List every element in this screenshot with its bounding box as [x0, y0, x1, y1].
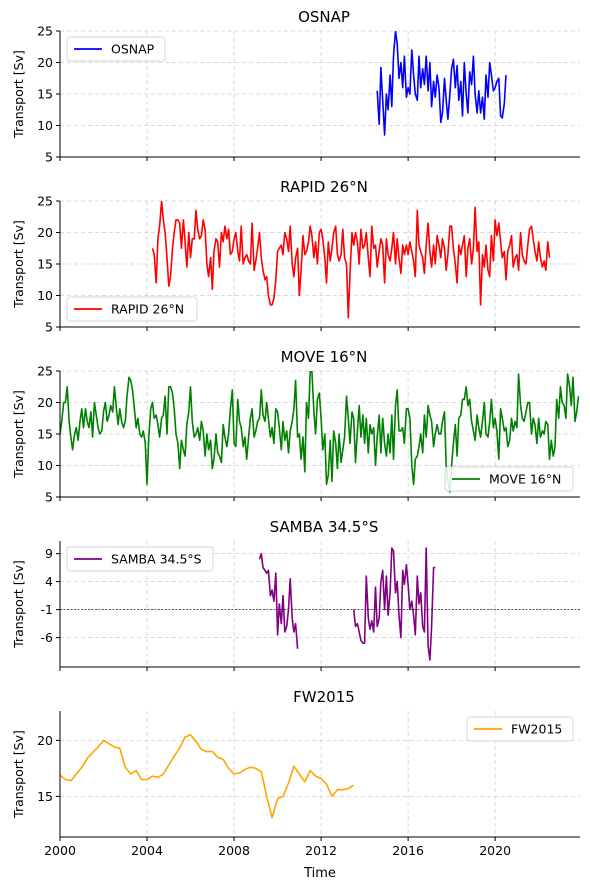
chart-title: SAMBA 34.5°S — [270, 518, 379, 536]
y-tick-label: 10 — [37, 118, 53, 133]
series-line-1 — [151, 201, 551, 319]
legend: OSNAP — [66, 36, 166, 62]
legend: RAPID 26°N — [66, 296, 198, 322]
panel-5: 15 20 2000 2004 2008 2012 2016 2020 FW2015 Transp… — [11, 688, 580, 858]
y-tick-label: 25 — [37, 364, 53, 379]
chart-title: MOVE 16°N — [281, 348, 368, 366]
y-tick-label: 15 — [37, 257, 53, 272]
legend-box — [466, 716, 574, 742]
y-tick-label: 20 — [37, 55, 53, 70]
y-tick-label: -6 — [41, 630, 54, 645]
legend-box — [66, 36, 166, 62]
legend: SAMBA 34.5°S — [66, 546, 214, 572]
y-tick-label: 9 — [45, 546, 53, 561]
y-tick-label: -1 — [41, 602, 53, 617]
x-tick-label: 2012 — [305, 843, 337, 858]
panel-1: 5 10 15 20 25 OSNAP Transport [Sv] OSNAP — [11, 8, 580, 165]
panel-4: -6 -1 4 9 SAMBA 34.5°S Transport [Sv] SAMBA 34… — [11, 518, 580, 671]
y-axis-label: Transport [Sv] — [11, 730, 26, 819]
legend: MOVE 16°N — [444, 466, 574, 492]
x-axis-label: Time — [303, 866, 336, 881]
y-tick-label: 15 — [37, 789, 53, 804]
legend-label: MOVE 16°N — [489, 472, 561, 487]
y-tick-label: 20 — [37, 225, 53, 240]
chart-title: RAPID 26°N — [280, 178, 368, 196]
legend-label: RAPID 26°N — [111, 302, 184, 317]
legend-box — [66, 546, 214, 572]
y-axis-label: Transport [Sv] — [11, 390, 26, 479]
series-line-1-seg-2 — [352, 547, 436, 661]
y-tick-label: 15 — [37, 427, 53, 442]
series-line-1 — [60, 371, 580, 493]
legend-label: FW2015 — [511, 722, 562, 737]
legend-box — [66, 296, 198, 322]
y-tick-label: 10 — [37, 288, 53, 303]
series-line-1 — [376, 31, 507, 136]
x-tick-label: 2004 — [131, 843, 163, 858]
y-tick-label: 5 — [45, 150, 53, 165]
y-tick-label: 10 — [37, 458, 53, 473]
panel-3: 5 10 15 20 25 MOVE 16°N Transport [Sv] MOVE 16°… — [11, 348, 580, 505]
y-tick-label: 5 — [45, 320, 53, 335]
y-tick-label: 20 — [37, 395, 53, 410]
y-tick-label: 4 — [45, 574, 53, 589]
y-axis-label: Transport [Sv] — [11, 50, 26, 139]
y-tick-label: 15 — [37, 87, 53, 102]
chart-title: OSNAP — [298, 8, 350, 26]
legend: FW2015 — [466, 716, 574, 742]
y-axis-label: Transport [Sv] — [11, 560, 26, 649]
chart-title: FW2015 — [293, 688, 355, 706]
x-tick-label: 2008 — [218, 843, 250, 858]
legend-label: SAMBA 34.5°S — [111, 552, 202, 567]
x-tick-label: 2016 — [392, 843, 424, 858]
legend-label: OSNAP — [111, 42, 155, 57]
x-tick-label: 2020 — [479, 843, 511, 858]
legend-box — [444, 466, 574, 492]
panel-2: 5 10 15 20 25 RAPID 26°N Transport [Sv] RAPID 2… — [11, 178, 580, 335]
y-axis-label: Transport [Sv] — [11, 220, 26, 309]
series-line-1-seg-1 — [258, 552, 299, 649]
x-tick-label: 2000 — [44, 843, 76, 858]
y-tick-label: 20 — [37, 733, 53, 748]
y-tick-label: 25 — [37, 24, 53, 39]
series-line-1 — [60, 734, 355, 819]
y-tick-label: 5 — [45, 490, 53, 505]
y-tick-label: 25 — [37, 194, 53, 209]
